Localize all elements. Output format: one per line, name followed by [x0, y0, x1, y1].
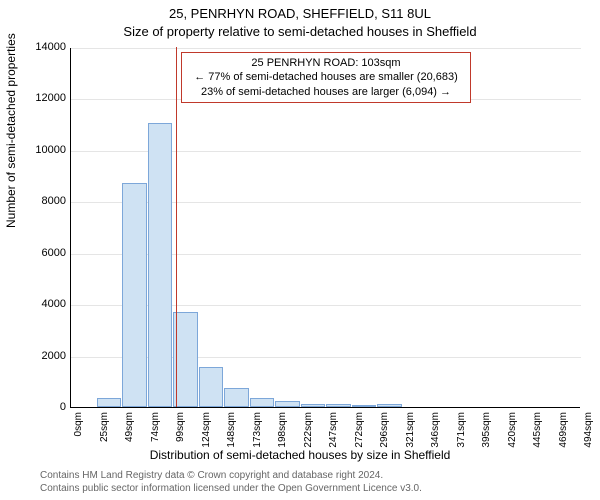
histogram-bar	[148, 123, 173, 407]
x-tick-label: 222sqm	[303, 412, 314, 462]
x-tick-label: 0sqm	[73, 412, 84, 462]
histogram-bar	[122, 183, 147, 407]
x-tick-label: 124sqm	[201, 412, 212, 462]
annotation-line: 23% of semi-detached houses are larger (…	[188, 85, 464, 99]
x-tick-label: 346sqm	[430, 412, 441, 462]
y-tick-label: 6000	[6, 247, 66, 259]
histogram-bar	[97, 398, 122, 407]
x-tick-label: 25sqm	[99, 412, 110, 462]
x-tick-label: 420sqm	[507, 412, 518, 462]
histogram-bar	[326, 404, 351, 407]
x-tick-label: 247sqm	[328, 412, 339, 462]
x-tick-label: 173sqm	[252, 412, 263, 462]
histogram-bar	[199, 367, 224, 407]
x-tick-label: 321sqm	[405, 412, 416, 462]
annotation-box: 25 PENRHYN ROAD: 103sqm← 77% of semi-det…	[181, 52, 471, 103]
caption-line-2: Contains public sector information licen…	[40, 483, 422, 494]
chart-plot-area: 25 PENRHYN ROAD: 103sqm← 77% of semi-det…	[70, 48, 580, 408]
y-tick-label: 14000	[6, 41, 66, 53]
caption-line-1: Contains HM Land Registry data © Crown c…	[40, 470, 383, 481]
x-tick-label: 445sqm	[532, 412, 543, 462]
histogram-bar	[250, 398, 275, 407]
x-tick-label: 395sqm	[481, 412, 492, 462]
x-tick-label: 198sqm	[277, 412, 288, 462]
x-tick-label: 371sqm	[456, 412, 467, 462]
x-tick-label: 469sqm	[558, 412, 569, 462]
x-tick-label: 49sqm	[124, 412, 135, 462]
histogram-bar	[352, 405, 377, 407]
histogram-bar	[224, 388, 249, 407]
histogram-bar	[377, 404, 402, 407]
histogram-bar	[301, 404, 326, 407]
x-tick-label: 272sqm	[354, 412, 365, 462]
y-tick-label: 12000	[6, 92, 66, 104]
y-tick-label: 10000	[6, 144, 66, 156]
y-tick-label: 4000	[6, 298, 66, 310]
annotation-line: 25 PENRHYN ROAD: 103sqm	[188, 56, 464, 70]
y-tick-label: 8000	[6, 195, 66, 207]
histogram-bar	[275, 401, 300, 407]
gridline	[71, 48, 581, 49]
x-tick-label: 99sqm	[175, 412, 186, 462]
chart-title-desc: Size of property relative to semi-detach…	[0, 24, 600, 39]
x-tick-label: 148sqm	[226, 412, 237, 462]
reference-line	[176, 47, 177, 407]
x-tick-label: 74sqm	[150, 412, 161, 462]
chart-title-address: 25, PENRHYN ROAD, SHEFFIELD, S11 8UL	[0, 6, 600, 21]
x-tick-label: 296sqm	[379, 412, 390, 462]
x-tick-label: 494sqm	[583, 412, 594, 462]
y-tick-label: 0	[6, 401, 66, 413]
annotation-line: ← 77% of semi-detached houses are smalle…	[188, 70, 464, 84]
y-tick-label: 2000	[6, 350, 66, 362]
